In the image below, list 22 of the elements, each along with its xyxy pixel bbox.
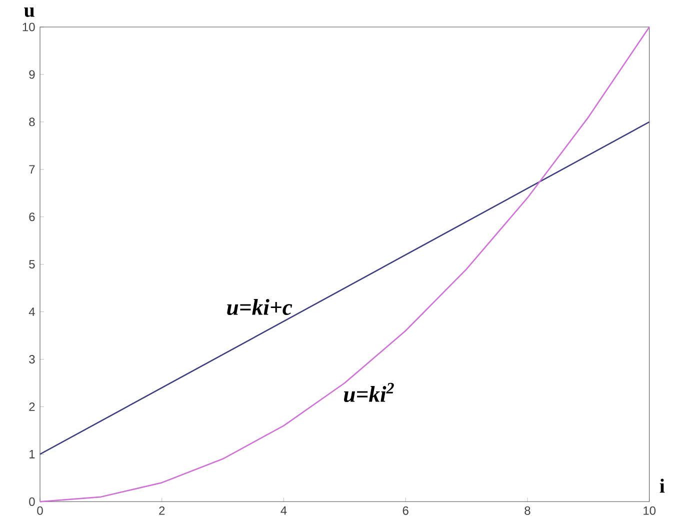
y-tick-label: 4 [28,308,35,316]
y-tick-label: 8 [29,118,35,126]
x-axis-title: i [660,478,665,493]
y-tick-label: 9 [29,70,35,79]
x-tick-label: 4 [280,506,287,515]
x-tick-label: 10 [644,506,656,515]
y-tick-label: 3 [29,355,35,364]
x-tick-label: 6 [402,506,408,515]
annotation: u=ki$^{2}$ [344,382,394,402]
y-tick-label: 2 [29,402,35,411]
annotation: u=ki+c [227,299,292,316]
y-tick-label: 10 [22,22,35,32]
x-tick-label: 8 [524,506,530,515]
x-tick-label: 2 [159,506,165,515]
y-tick-label: 0 [29,497,35,506]
line-series [39,26,650,502]
y-tick-label: 5 [29,260,35,269]
y-tick-label: 1 [30,450,35,458]
x-tick-label: 0 [37,506,43,515]
y-tick-label: 6 [29,212,35,222]
y-tick-label: 7 [29,165,35,174]
y-axis-title: u [24,8,34,17]
